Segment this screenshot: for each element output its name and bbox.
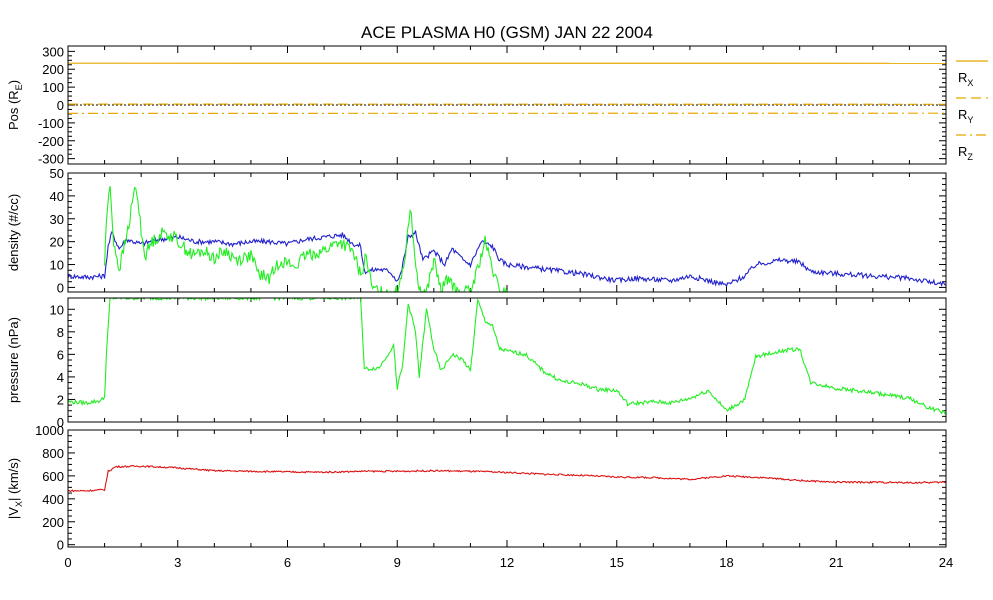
y-tick-label: 20 bbox=[50, 235, 64, 250]
y-tick-label: 1000 bbox=[35, 423, 64, 438]
y-tick-label: 600 bbox=[42, 469, 64, 484]
x-tick-label: 6 bbox=[284, 555, 291, 570]
y-tick-label: 200 bbox=[42, 515, 64, 530]
y-tick-label: -100 bbox=[38, 116, 64, 131]
y-axis-label: Pos (RE) bbox=[6, 80, 24, 130]
series-group bbox=[68, 464, 946, 493]
panel-frame bbox=[67, 45, 947, 165]
y-tick-label: 8 bbox=[57, 325, 64, 340]
x-tick-label: 18 bbox=[719, 555, 733, 570]
y-tick-label: 100 bbox=[42, 80, 64, 95]
series-line bbox=[68, 464, 946, 493]
y-axis-label: pressure (nPa) bbox=[6, 317, 21, 403]
y-tick-label: 50 bbox=[50, 166, 64, 181]
y-tick-label: 6 bbox=[57, 347, 64, 362]
y-tick-label: 0 bbox=[57, 280, 64, 295]
series-line bbox=[104, 186, 508, 292]
series-group bbox=[68, 62, 946, 114]
y-tick-label: 10 bbox=[50, 302, 64, 317]
y-tick-label: 0 bbox=[57, 538, 64, 553]
y-tick-label: 300 bbox=[42, 44, 64, 59]
legend-label: RX bbox=[958, 70, 973, 88]
panel-frame bbox=[67, 297, 947, 423]
y-tick-label: 4 bbox=[57, 370, 64, 385]
panel-frame bbox=[67, 172, 947, 293]
series-group bbox=[68, 186, 946, 292]
x-tick-label: 12 bbox=[500, 555, 514, 570]
y-axis-label: |VX| (km/s) bbox=[6, 458, 24, 519]
y-tick-label: 800 bbox=[42, 446, 64, 461]
series-group bbox=[68, 298, 946, 415]
panel-3: 0 200 400 600 800 1000 |VX| (km/s) bbox=[6, 423, 947, 553]
y-tick-label: 200 bbox=[42, 62, 64, 77]
y-tick-label: 2 bbox=[57, 392, 64, 407]
panel-frame bbox=[67, 429, 947, 548]
legend-label: RZ bbox=[958, 144, 973, 162]
panel-2: 0 2 4 6 8 10 pressure (nPa) bbox=[6, 297, 947, 430]
y-tick-label: -200 bbox=[38, 134, 64, 149]
x-tick-label: 21 bbox=[829, 555, 843, 570]
y-tick-label: 400 bbox=[42, 492, 64, 507]
y-tick-label: 40 bbox=[50, 189, 64, 204]
series-line bbox=[68, 230, 946, 288]
x-tick-label: 9 bbox=[394, 555, 401, 570]
panel-1: 0 10 20 30 40 50 density (#/cc) bbox=[6, 166, 947, 295]
x-tick-label: 15 bbox=[610, 555, 624, 570]
chart-title: ACE PLASMA H0 (GSM) JAN 22 2004 bbox=[361, 23, 653, 42]
y-axis-label: density (#/cc) bbox=[6, 194, 21, 271]
x-tick-label: 3 bbox=[174, 555, 181, 570]
x-axis: 0 3 6 9 12 15 18 21 24 bbox=[64, 555, 953, 570]
y-tick-label: 0 bbox=[57, 98, 64, 113]
panel-0: -300 -200 -100 0 100 200 300 RX RY RZ Pos (RE) bbox=[6, 44, 988, 167]
series-line bbox=[68, 298, 946, 415]
y-tick-label: 10 bbox=[50, 258, 64, 273]
legend-label: RY bbox=[958, 107, 973, 125]
x-tick-label: 24 bbox=[939, 555, 953, 570]
x-tick-label: 0 bbox=[64, 555, 71, 570]
y-tick-label: -300 bbox=[38, 152, 64, 167]
y-tick-label: 0 bbox=[57, 415, 64, 430]
y-tick-label: 30 bbox=[50, 212, 64, 227]
